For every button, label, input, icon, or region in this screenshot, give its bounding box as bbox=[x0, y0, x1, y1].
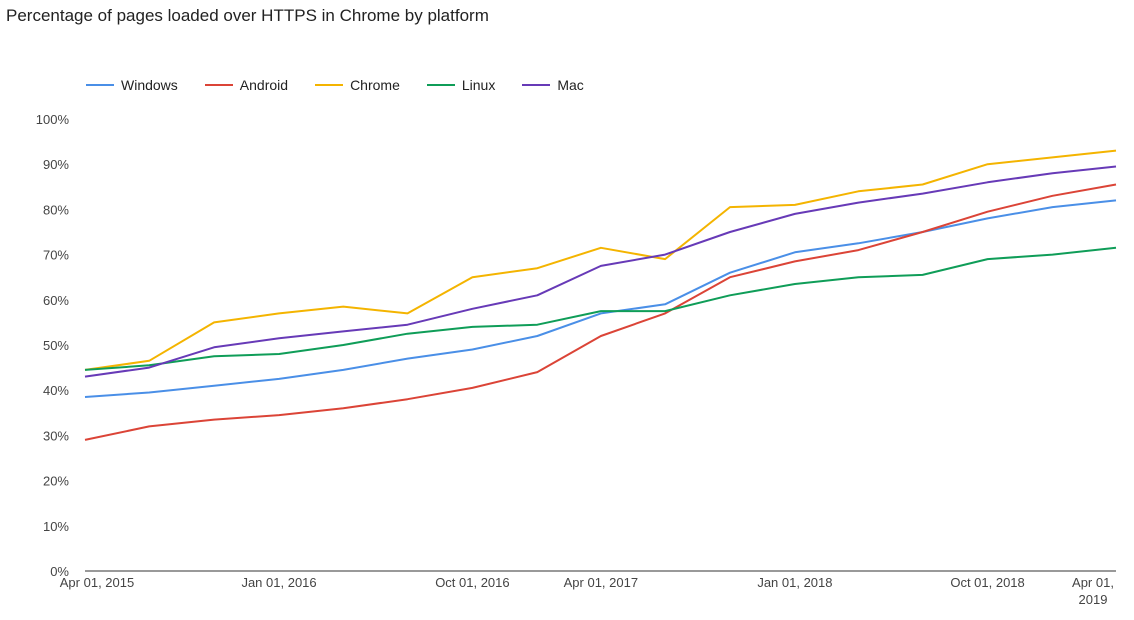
x-tick-label: Apr 01, 2019 bbox=[1072, 575, 1114, 607]
series-line-mac bbox=[84, 165, 1117, 378]
y-tick-label: 100% bbox=[36, 112, 70, 127]
y-tick-label: 80% bbox=[43, 202, 69, 217]
y-tick-label: 0% bbox=[50, 564, 69, 579]
y-tick-label: 70% bbox=[43, 248, 69, 263]
legend-label: Android bbox=[239, 77, 289, 93]
legend: Windows Android Chrome Linux Mac bbox=[86, 77, 611, 93]
legend-swatch bbox=[426, 84, 455, 86]
y-tick-label: 40% bbox=[43, 383, 69, 398]
y-tick-label: 30% bbox=[43, 428, 69, 443]
legend-label: Mac bbox=[557, 77, 584, 93]
y-tick-label: 20% bbox=[43, 474, 69, 489]
series-line-windows bbox=[84, 199, 1117, 398]
series-line-chrome bbox=[84, 149, 1117, 371]
x-tick-label: Apr 01, 2017 bbox=[564, 575, 638, 590]
legend-label: Chrome bbox=[350, 77, 400, 93]
y-tick-label: 90% bbox=[43, 157, 69, 172]
series-line-linux bbox=[84, 246, 1117, 371]
x-tick-label: Oct 01, 2018 bbox=[950, 575, 1024, 590]
y-tick-label: 50% bbox=[43, 338, 69, 353]
chart-title: Percentage of pages loaded over HTTPS in… bbox=[6, 6, 489, 25]
x-tick-label: Oct 01, 2016 bbox=[435, 575, 509, 590]
legend-label: Linux bbox=[461, 77, 496, 93]
x-tick-label: Apr 01, 2015 bbox=[60, 575, 134, 590]
legend-item-windows: Windows bbox=[86, 77, 178, 93]
x-tick-label: Jan 01, 2016 bbox=[241, 575, 316, 590]
y-tick-label: 10% bbox=[43, 519, 69, 534]
y-tick-label: 60% bbox=[43, 293, 69, 308]
legend-item-mac: Mac bbox=[522, 77, 584, 93]
x-tick-label: Jan 01, 2018 bbox=[757, 575, 832, 590]
legend-item-android: Android bbox=[204, 77, 289, 93]
legend-swatch bbox=[315, 84, 344, 86]
series-line-android bbox=[84, 183, 1117, 441]
legend-swatch bbox=[522, 84, 551, 86]
legend-label: Windows bbox=[121, 77, 178, 93]
legend-item-chrome: Chrome bbox=[315, 77, 400, 93]
legend-item-linux: Linux bbox=[426, 77, 496, 93]
legend-swatch bbox=[204, 84, 233, 86]
legend-swatch bbox=[86, 84, 114, 86]
